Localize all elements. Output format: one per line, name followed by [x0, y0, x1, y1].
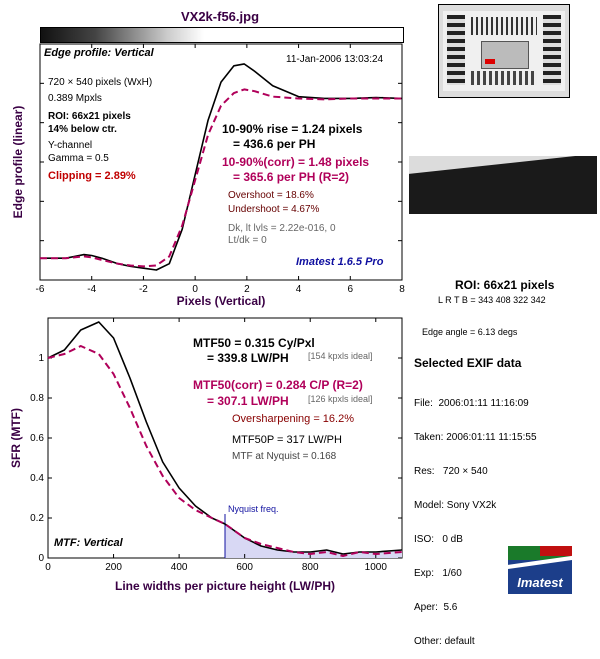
exif-row: Other: default [414, 636, 475, 647]
edge-plot: -6 -4 -2 0 2 4 6 8 [36, 44, 405, 295]
rise-corr-line-2: = 365.6 per PH (R=2) [233, 170, 350, 184]
info-clipping: Clipping = 2.89% [48, 170, 136, 182]
series-line-1 [40, 88, 402, 268]
info-mpxls: 0.389 Mpxls [48, 93, 102, 104]
x-tick-label: 800 [302, 562, 319, 573]
info-gamma: Gamma = 0.5 [48, 153, 109, 164]
info-resolution: 720 × 540 pixels (WxH) [48, 77, 153, 88]
rise-line-1: 10-90% rise = 1.24 pixels [222, 122, 363, 136]
edge-profile-label: Edge profile: Vertical [44, 47, 154, 59]
mtf50-line-2: = 339.8 LW/PH [207, 351, 289, 365]
mtf50p-text: MTF50P = 317 LW/PH [232, 434, 342, 446]
roi-crop-image [409, 156, 597, 214]
undershoot-text: Undershoot = 4.67% [228, 204, 320, 215]
mtf50-corr-line-2: = 307.1 LW/PH [207, 394, 289, 408]
mtf-plot: 0 200 400 600 800 1000 0 0.2 0.4 0.6 0.8 1 [30, 318, 403, 573]
exif-row: Taken: 2006:01:11 11:15:55 [414, 432, 537, 443]
mtf-vertical-label: MTF: Vertical [54, 537, 123, 549]
x-tick-label: -6 [36, 284, 45, 295]
y-tick-label: 0.8 [30, 393, 44, 404]
edge-y-axis-label: Edge profile (linear) [11, 106, 25, 219]
mtf-at-nyquist-text: MTF at Nyquist = 0.168 [232, 451, 337, 462]
mtf50-corr-ideal: [126 kpxls ideal] [308, 394, 373, 404]
exif-row: Exp: 1/60 [414, 568, 462, 579]
overshoot-text: Overshoot = 18.6% [228, 190, 314, 201]
x-tick-label: 400 [171, 562, 188, 573]
exif-row: Res: 720 × 540 [414, 466, 488, 477]
imatest-logo: Imatest [508, 546, 572, 594]
rise-line-2: = 436.6 per PH [233, 137, 316, 151]
exif-row: File: 2006:01:11 11:16:09 [414, 398, 529, 409]
gradient-bar [40, 27, 404, 43]
edge-info-block: 720 × 540 pixels (WxH) 0.389 Mpxls ROI: … [48, 76, 152, 183]
x-tick-label: 1000 [365, 562, 388, 573]
y-tick-label: 0.4 [30, 473, 44, 484]
rise-corr-line-1: 10-90%(corr) = 1.48 pixels [222, 155, 370, 169]
exif-list: File: 2006:01:11 11:16:09 Taken: 2006:01… [414, 376, 537, 659]
exif-row: ISO: 0 dB [414, 534, 463, 545]
nyquist-region [225, 524, 402, 558]
edge-angle-text: Edge angle = 6.13 degs [422, 327, 518, 337]
x-tick-label: 2 [244, 284, 250, 295]
x-tick-label: 6 [348, 284, 354, 295]
exif-title: Selected EXIF data [414, 356, 522, 370]
y-tick-label: 1 [38, 353, 44, 364]
series-line-0 [40, 63, 403, 271]
lt-dk-ratio: Lt/dk = 0 [228, 235, 267, 246]
exif-row: Model: Sony VX2k [414, 500, 497, 511]
x-tick-label: 200 [105, 562, 122, 573]
edge-x-axis-label: Pixels (Vertical) [177, 294, 266, 308]
x-tick-label: -4 [87, 284, 96, 295]
roi-side-title: ROI: 66x21 pixels [455, 278, 555, 292]
imatest-version: Imatest 1.6.5 Pro [296, 256, 384, 268]
x-tick-label: 0 [192, 284, 198, 295]
x-tick-label: -2 [139, 284, 148, 295]
chart-thumbnail-image [438, 4, 570, 98]
info-below-ctr: 14% below ctr. [48, 124, 117, 135]
file-title: VX2k-f56.jpg [180, 9, 260, 24]
x-tick-label: 8 [399, 284, 405, 295]
y-tick-label: 0.2 [30, 513, 44, 524]
mtf50-ideal: [154 kpxls ideal] [308, 351, 373, 361]
x-tick-label: 600 [236, 562, 253, 573]
mtf-y-axis-label: SFR (MTF) [9, 408, 23, 468]
chart-canvas: -6 -4 -2 0 2 4 6 8 0 200 400 600 800 100000.20.40.60… [9, 43, 405, 593]
info-channel: Y-channel [48, 140, 93, 151]
y-tick-label: 0.6 [30, 433, 44, 444]
edge-date: 11-Jan-2006 13:03:24 [286, 54, 384, 65]
x-tick-label: 0 [45, 562, 51, 573]
y-tick-label: 0 [38, 553, 44, 564]
mtf-x-axis-label: Line widths per picture height (LW/PH) [115, 579, 335, 593]
dk-lt-levels: Dk, lt lvls = 2.22e-016, 0 [228, 223, 336, 234]
mtf50-line-1: MTF50 = 0.315 Cy/Pxl [193, 336, 315, 350]
x-tick-label: 4 [296, 284, 302, 295]
series-line-1 [47, 345, 403, 557]
roi-lrtb: L R T B = 343 408 322 342 [438, 295, 546, 305]
exif-row: Aper: 5.6 [414, 602, 458, 613]
oversharpening-text: Oversharpening = 16.2% [232, 413, 354, 425]
nyquist-label: Nyquist freq. [228, 504, 279, 514]
mtf50-corr-line-1: MTF50(corr) = 0.284 C/P (R=2) [193, 378, 363, 392]
imatest-logo-text: Imatest [517, 575, 563, 590]
info-roi: ROI: 66x21 pixels [48, 111, 131, 122]
